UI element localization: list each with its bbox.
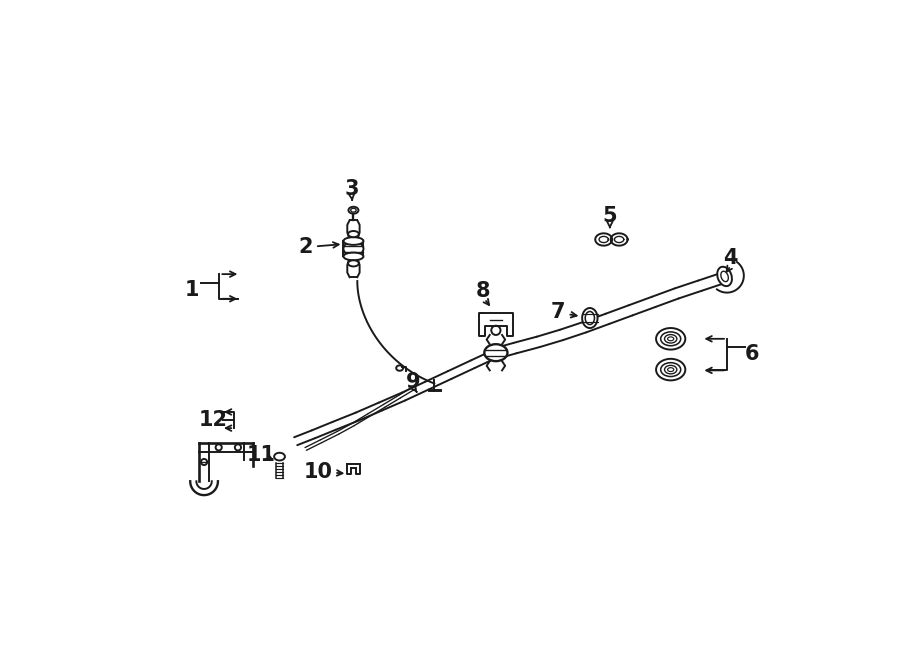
Text: 5: 5: [602, 206, 617, 226]
Ellipse shape: [274, 453, 285, 461]
Text: 11: 11: [247, 445, 275, 465]
Text: 2: 2: [299, 237, 313, 257]
Ellipse shape: [582, 308, 598, 328]
Text: 6: 6: [745, 344, 760, 364]
Text: 4: 4: [724, 248, 738, 268]
Text: 12: 12: [199, 410, 228, 430]
Ellipse shape: [396, 366, 403, 371]
Ellipse shape: [348, 231, 359, 237]
Ellipse shape: [348, 260, 359, 266]
Text: 9: 9: [406, 372, 421, 392]
Text: 3: 3: [345, 178, 359, 199]
Text: 8: 8: [475, 281, 491, 301]
Ellipse shape: [344, 237, 364, 245]
Ellipse shape: [344, 242, 364, 256]
Text: 10: 10: [303, 462, 333, 482]
Ellipse shape: [484, 344, 508, 361]
Text: 7: 7: [551, 302, 565, 322]
Ellipse shape: [344, 253, 364, 260]
Ellipse shape: [717, 267, 732, 286]
Ellipse shape: [656, 328, 685, 350]
Ellipse shape: [656, 359, 685, 380]
Ellipse shape: [348, 207, 358, 214]
Text: 1: 1: [184, 280, 199, 299]
